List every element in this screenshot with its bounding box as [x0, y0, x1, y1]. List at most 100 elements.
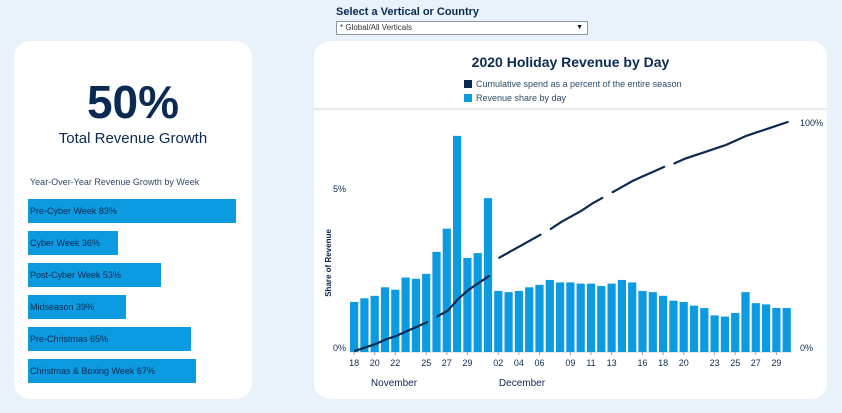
chevron-down-icon[interactable]: ▼	[576, 24, 583, 31]
revenue-bar[interactable]	[566, 282, 575, 352]
weekly-growth-bar[interactable]	[28, 231, 119, 255]
selector-label: Select a Vertical or Country	[336, 6, 480, 18]
x-tick-label: 04	[514, 358, 524, 368]
revenue-bar[interactable]	[556, 282, 565, 352]
revenue-bar[interactable]	[586, 283, 596, 352]
revenue-bar[interactable]	[772, 308, 781, 352]
cumulative-line-segment	[498, 233, 542, 259]
revenue-bar[interactable]	[576, 283, 585, 352]
revenue-bar[interactable]	[659, 295, 668, 352]
revenue-bar[interactable]	[731, 312, 740, 352]
x-tick-label: 22	[390, 358, 400, 368]
legend-swatch-cumulative	[464, 80, 472, 88]
revenue-bar[interactable]	[700, 308, 709, 352]
x-tick-label: 09	[565, 358, 575, 368]
revenue-bar[interactable]	[422, 273, 431, 352]
cumulative-line-segment	[549, 196, 604, 231]
x-tick-label: 29	[462, 358, 472, 368]
x-tick-label: 25	[730, 358, 740, 368]
month-label-december: December	[499, 378, 546, 389]
revenue-bar[interactable]	[411, 278, 420, 352]
revenue-bar[interactable]	[525, 287, 534, 352]
revenue-bar[interactable]	[360, 298, 369, 352]
x-tick-label: 27	[442, 358, 452, 368]
x-tick-label: 20	[370, 358, 380, 368]
legend-label-cumulative: Cumulative spend as a percent of the ent…	[476, 79, 682, 89]
weekly-growth-bar[interactable]	[28, 359, 196, 383]
revenue-bar[interactable]	[514, 290, 523, 352]
legend-item-daily: Revenue share by day	[464, 93, 566, 103]
summary-panel: 50% Total Revenue Growth Year-Over-Year …	[14, 41, 252, 399]
y-tick-label: 5%	[333, 184, 346, 194]
weekly-growth-label: Midseason 39%	[30, 302, 95, 312]
chart-title: 2020 Holiday Revenue by Day	[471, 54, 670, 70]
revenue-bar[interactable]	[401, 277, 410, 352]
weekly-growth-bar[interactable]	[28, 327, 191, 351]
cumulative-line-segment	[673, 120, 789, 165]
legend-label-daily: Revenue share by day	[476, 93, 567, 103]
weekly-growth-label: Cyber Week 36%	[30, 238, 100, 248]
y-axis-title: Share of Revenue	[324, 229, 333, 297]
revenue-bar[interactable]	[628, 282, 637, 352]
x-tick-label: 06	[534, 358, 544, 368]
revenue-bar[interactable]	[710, 315, 719, 352]
x-tick-label: 02	[493, 358, 503, 368]
x-tick-label: 18	[658, 358, 668, 368]
revenue-bar[interactable]	[720, 316, 729, 352]
revenue-bar[interactable]	[391, 289, 400, 352]
x-tick-label: 27	[751, 358, 761, 368]
cumulative-line-segment	[436, 275, 491, 318]
revenue-bar[interactable]	[669, 300, 678, 352]
revenue-bar[interactable]	[679, 301, 688, 352]
x-tick-label: 29	[771, 358, 781, 368]
revenue-bar[interactable]	[494, 290, 503, 352]
x-tick-label: 13	[607, 358, 617, 368]
revenue-bar[interactable]	[350, 301, 359, 352]
revenue-bar[interactable]	[535, 284, 544, 352]
revenue-chart-panel: 2020 Holiday Revenue by Day Cumulative s…	[314, 41, 827, 399]
revenue-bar[interactable]	[380, 287, 390, 352]
y2-tick-label: 0%	[800, 343, 813, 353]
revenue-bar[interactable]	[504, 292, 513, 352]
revenue-bar[interactable]	[607, 283, 616, 352]
total-growth-value: 50%	[86, 76, 180, 128]
revenue-bar[interactable]	[689, 305, 699, 352]
weekly-growth-label: Pre-Cyber Week 83%	[30, 206, 117, 216]
legend-swatch-daily	[464, 94, 472, 102]
revenue-bar[interactable]	[638, 290, 647, 352]
revenue-bar[interactable]	[617, 279, 626, 352]
month-label-november: November	[371, 378, 418, 389]
vertical-selector: Select a Vertical or Country * Global/Al…	[336, 6, 588, 35]
revenue-bar[interactable]	[370, 295, 379, 352]
dropdown-value: * Global/All Verticals	[340, 23, 413, 32]
revenue-bar[interactable]	[432, 251, 441, 352]
revenue-bar[interactable]	[442, 228, 451, 352]
weekly-growth-title: Year-Over-Year Revenue Growth by Week	[30, 177, 200, 187]
revenue-bar[interactable]	[597, 286, 606, 352]
revenue-bar[interactable]	[483, 198, 493, 352]
x-tick-label: 23	[710, 358, 720, 368]
revenue-bar[interactable]	[473, 253, 482, 352]
legend-item-cumulative: Cumulative spend as a percent of the ent…	[464, 79, 682, 89]
x-tick-label: 25	[421, 358, 431, 368]
revenue-bar[interactable]	[741, 292, 750, 352]
x-tick-label: 18	[349, 358, 359, 368]
revenue-bar[interactable]	[463, 257, 472, 352]
x-tick-label: 11	[586, 358, 595, 368]
x-tick-label: 20	[679, 358, 689, 368]
revenue-bar[interactable]	[648, 292, 657, 352]
vertical-dropdown[interactable]: * Global/All Verticals ▼	[336, 21, 588, 35]
revenue-bar[interactable]	[453, 135, 462, 352]
weekly-growth-bar[interactable]	[28, 199, 236, 223]
weekly-growth-bar[interactable]	[28, 295, 126, 319]
cumulative-line-segment	[353, 321, 429, 352]
revenue-bar[interactable]	[762, 304, 771, 352]
revenue-chart: 0% 5% 0% 100% Share of Revenue 18 20 22 25 27 29 02…	[314, 108, 827, 389]
y2-tick-label: 100%	[800, 118, 823, 128]
total-growth-label: Total Revenue Growth	[58, 130, 208, 147]
revenue-bar[interactable]	[751, 303, 760, 352]
revenue-bar[interactable]	[782, 308, 791, 352]
x-tick-label: 16	[637, 358, 647, 368]
revenue-bar[interactable]	[545, 279, 554, 352]
weekly-growth-bar[interactable]	[28, 263, 161, 287]
